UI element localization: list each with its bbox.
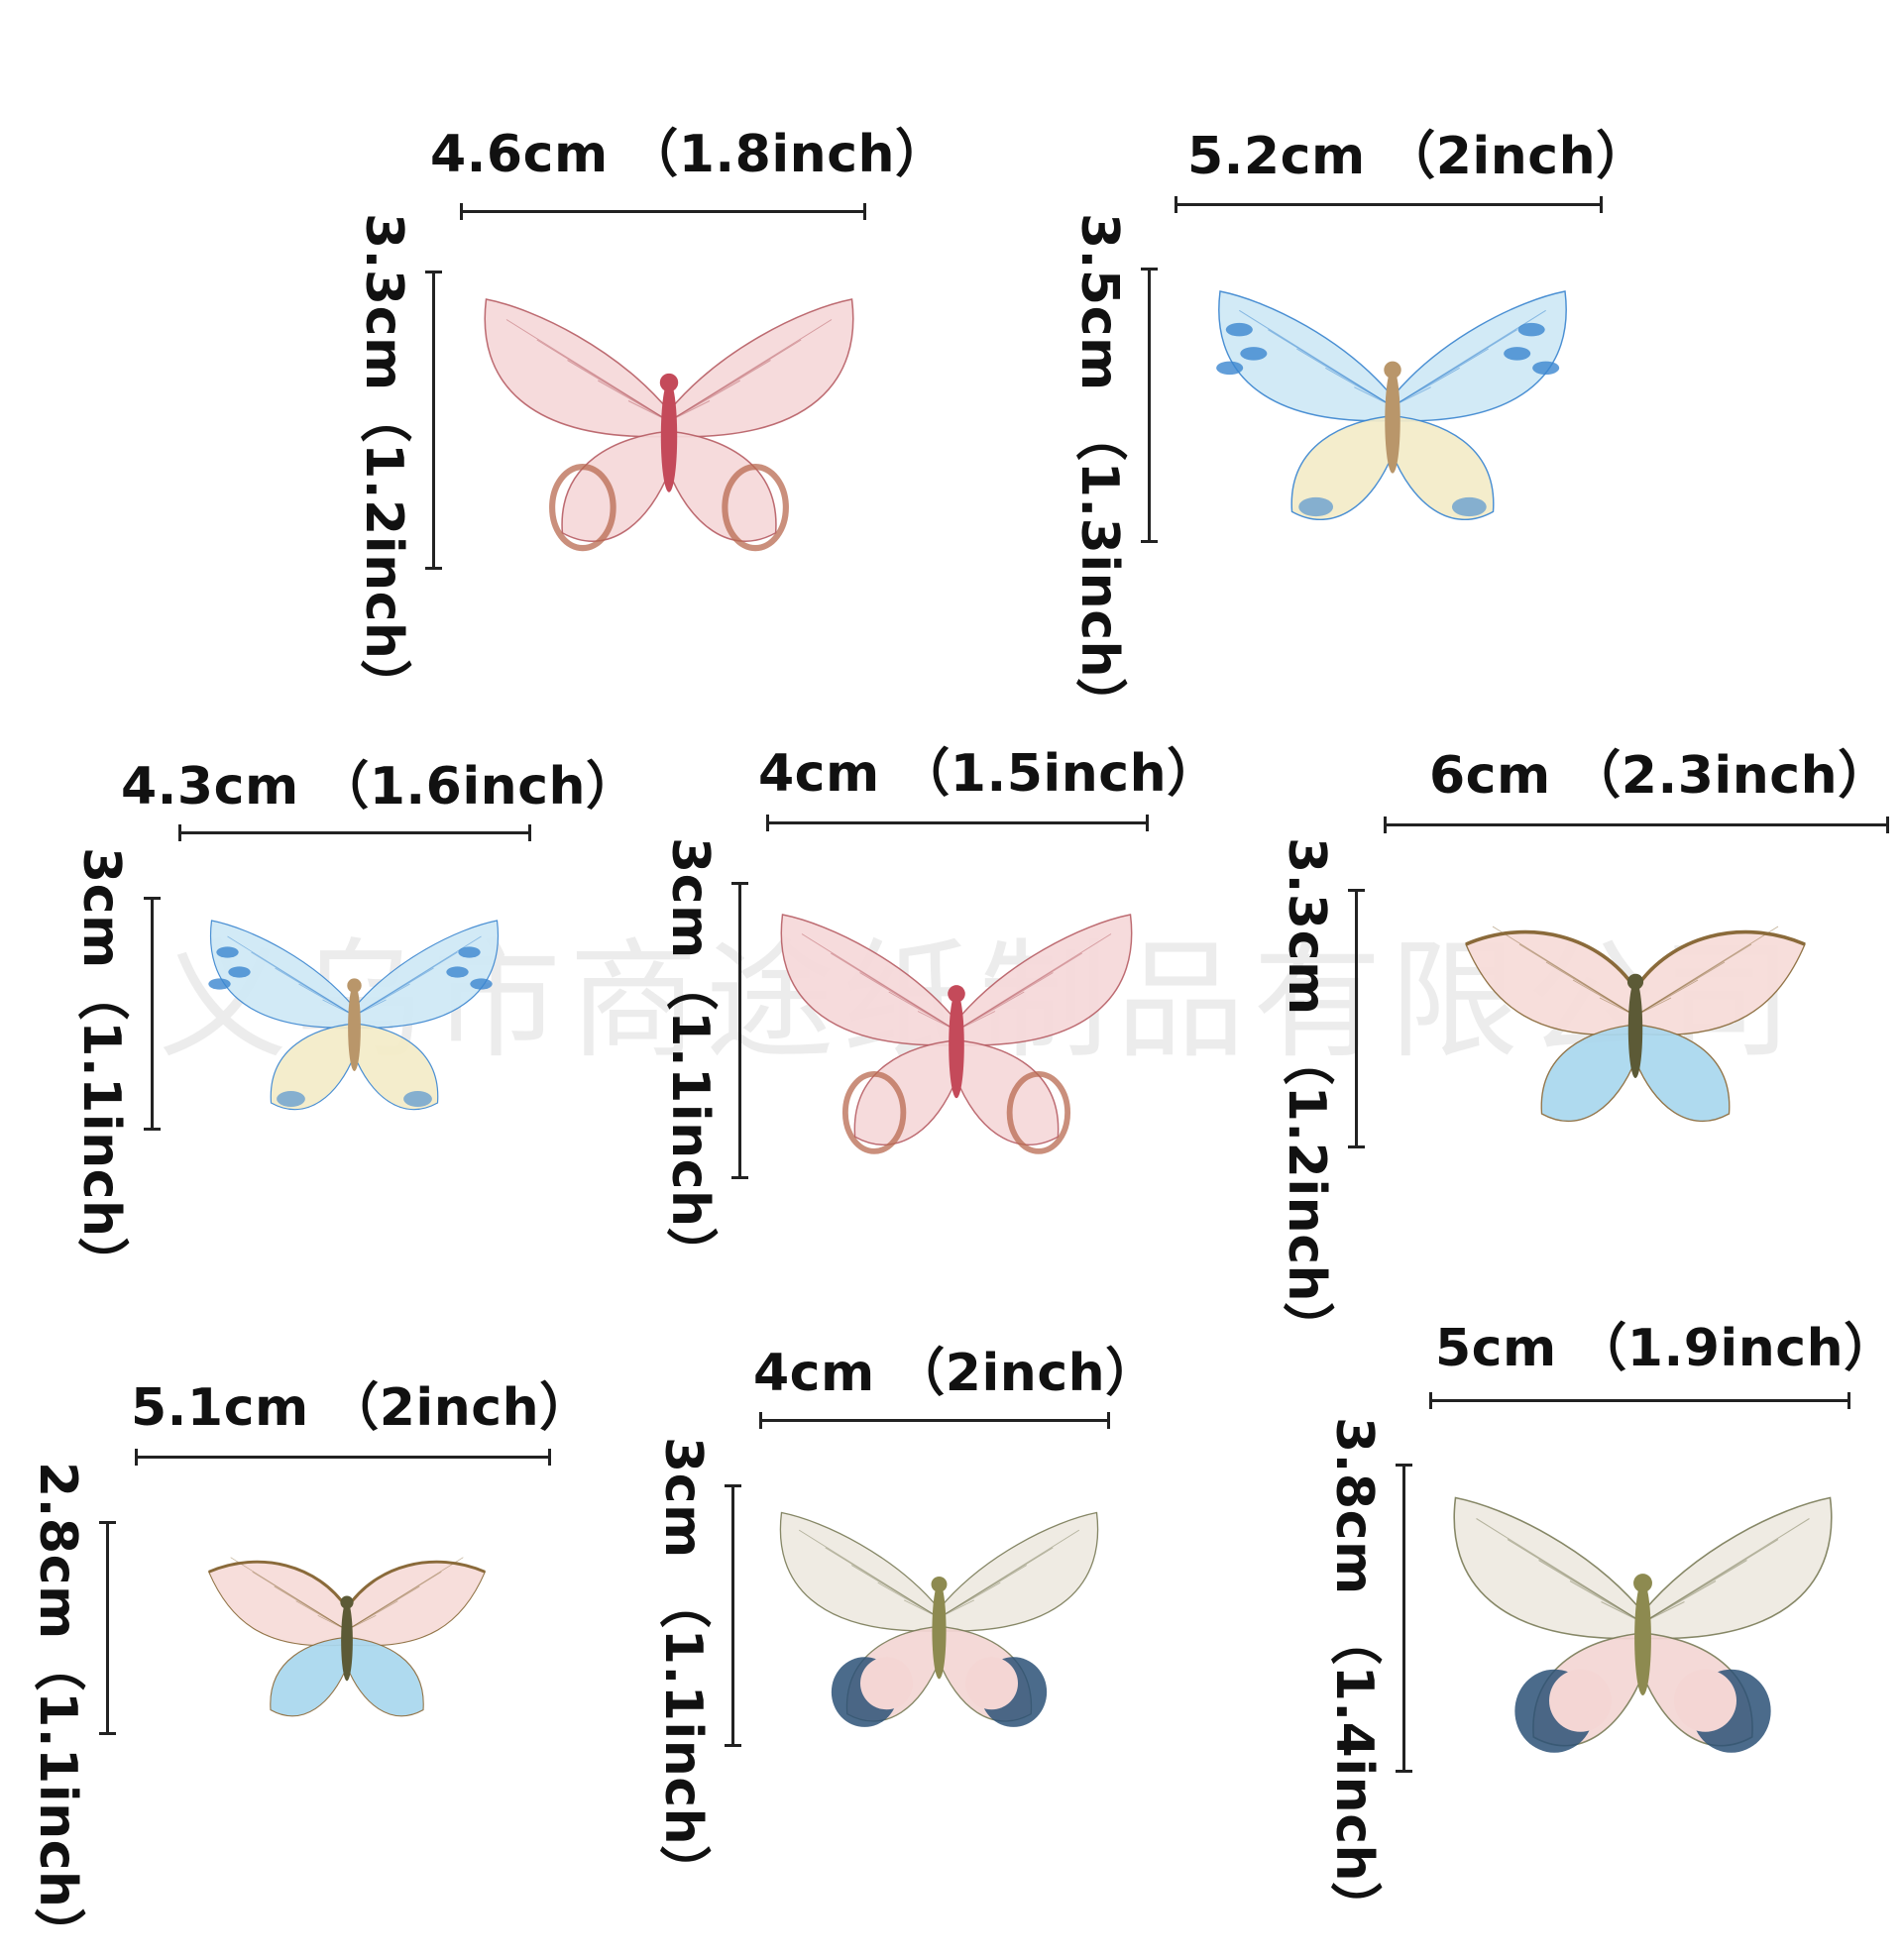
left-hindwing [1540, 1024, 1636, 1123]
left-forewing [1465, 930, 1636, 1035]
width-label: 4cm （1.5inch） [758, 744, 1219, 804]
height-dimension-line [144, 897, 161, 1131]
right-forewing [938, 1511, 1099, 1632]
butterfly-body [348, 984, 361, 1071]
width-dimension-line [460, 203, 866, 220]
butterfly-body [1627, 980, 1643, 1078]
width-dimension-line [1384, 817, 1889, 833]
width-label: 4.3cm （1.6inch） [121, 757, 638, 817]
butterfly-body [1385, 368, 1400, 474]
height-dimension-line [1348, 889, 1365, 1148]
height-label: 3cm （1.1inch） [653, 1437, 713, 1898]
height-label: 3cm（1.1inch） [660, 837, 720, 1279]
butterfly-body [932, 1582, 947, 1680]
height-dimension-line [99, 1521, 116, 1735]
butterfly-image [1465, 926, 1806, 1123]
product-size-chart: 义乌市商途纸制品有限公司 4.6cm （1.8inch） 3.3cm（1.2in… [28, 125, 1896, 1960]
height-label: 3.3cm（1.2inch） [354, 213, 413, 711]
butterfly-image [207, 1557, 487, 1717]
width-label: 4.6cm （1.8inch） [430, 125, 948, 184]
right-hindwing [1392, 414, 1495, 521]
width-dimension-line [1429, 1392, 1850, 1409]
height-label: 3.5cm （1.3inch） [1069, 213, 1129, 730]
height-dimension-line [731, 882, 748, 1179]
left-forewing [1453, 1496, 1644, 1640]
right-hindwing [346, 1636, 424, 1717]
butterfly-image [779, 1511, 1099, 1727]
butterfly-body [660, 381, 678, 492]
butterfly-image [1453, 1496, 1833, 1753]
width-dimension-line [759, 1412, 1110, 1429]
right-forewing [353, 920, 500, 1029]
height-dimension-line [725, 1484, 741, 1747]
left-forewing [1218, 290, 1394, 422]
butterfly-image [1216, 290, 1567, 521]
right-forewing [955, 914, 1133, 1046]
right-forewing [346, 1561, 487, 1647]
width-dimension-line [135, 1449, 551, 1466]
right-forewing [1392, 290, 1567, 422]
height-label: 3.3cm （1.2inch） [1277, 837, 1336, 1355]
left-forewing [484, 298, 670, 438]
left-forewing [779, 1511, 941, 1632]
height-dimension-line [1141, 268, 1158, 543]
height-label: 2.8cm（1.1inch） [28, 1462, 87, 1960]
height-label: 3cm（1.1inch） [71, 847, 131, 1289]
left-hindwing [1290, 414, 1394, 521]
width-dimension-line [178, 824, 531, 841]
height-dimension-line [1396, 1464, 1412, 1773]
width-label: 4cm （2inch） [753, 1344, 1158, 1403]
right-hindwing [955, 1038, 1060, 1146]
butterfly-body [1634, 1580, 1651, 1695]
butterfly-image [208, 920, 500, 1111]
left-hindwing [853, 1038, 957, 1146]
right-forewing [1641, 1496, 1833, 1640]
width-label: 6cm （2.3inch） [1429, 746, 1890, 806]
left-forewing [209, 920, 356, 1029]
height-dimension-line [425, 271, 442, 570]
width-label: 5cm （1.9inch） [1435, 1319, 1896, 1378]
height-label: 3.8cm （1.4inch） [1324, 1417, 1384, 1934]
left-forewing [207, 1561, 348, 1647]
left-hindwing [561, 430, 670, 542]
butterfly-image [484, 298, 854, 552]
right-hindwing [1634, 1024, 1731, 1123]
left-forewing [780, 914, 957, 1046]
butterfly-body [341, 1600, 353, 1682]
width-label: 5.2cm （2inch） [1187, 127, 1648, 186]
butterfly-image [780, 914, 1133, 1154]
left-hindwing [270, 1023, 356, 1111]
right-hindwing [668, 430, 777, 542]
butterfly-body [949, 992, 964, 1099]
right-forewing [1634, 930, 1806, 1035]
width-dimension-line [766, 815, 1149, 831]
right-forewing [668, 298, 854, 438]
width-label: 5.1cm （2inch） [131, 1378, 592, 1438]
width-dimension-line [1175, 196, 1603, 213]
right-hindwing [353, 1023, 439, 1111]
left-hindwing [270, 1636, 348, 1717]
